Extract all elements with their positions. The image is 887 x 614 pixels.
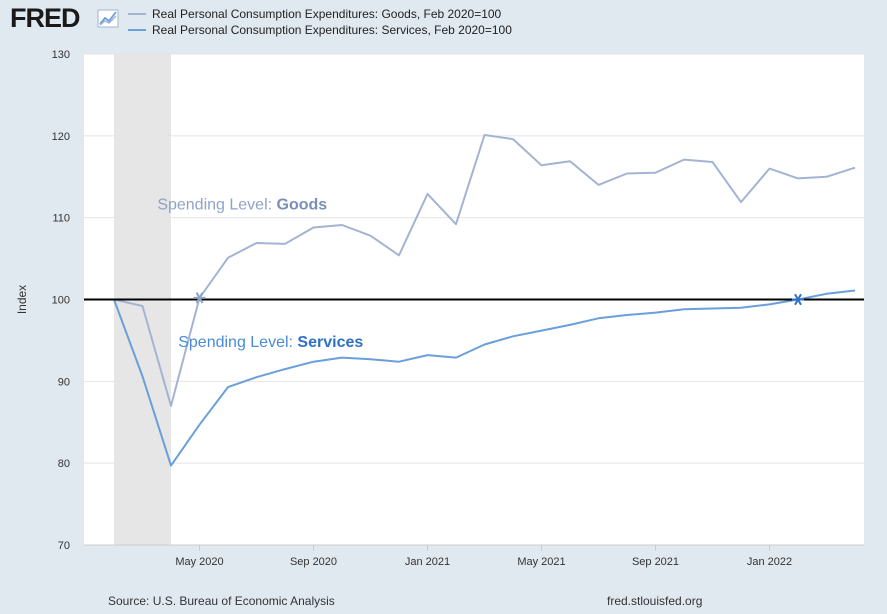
legend-label-goods: Real Personal Consumption Expenditures: … [152,7,502,21]
y-tick-label: 90 [58,376,70,388]
y-tick-label: 120 [52,131,70,143]
y-axis-label: Index [15,285,29,314]
asterisk-marker [792,293,804,306]
y-tick-label: 70 [58,540,70,552]
x-tick-label: Sep 2021 [632,556,679,568]
y-tick-label: 110 [52,213,70,225]
legend-item-services[interactable]: Real Personal Consumption Expenditures: … [128,22,512,38]
line-chart: 70 80 90 100 110 120 130 May 2020 Sep 2020 Jan 20… [15,49,864,568]
legend-item-goods[interactable]: Real Personal Consumption Expenditures: … [128,6,512,22]
chart-legend: Real Personal Consumption Expenditures: … [128,6,512,38]
series-line-0 [113,134,856,407]
y-tick-label: 80 [58,458,70,470]
chart-graph-icon [97,9,119,28]
legend-label-services: Real Personal Consumption Expenditures: … [152,23,512,37]
annotation-label: Spending Level: Services [178,334,363,351]
fred-logo[interactable]: FRED [10,3,80,33]
chart-header: FRED Real Personal Consumption Expenditu… [0,0,887,44]
legend-swatch-goods [128,13,146,15]
source-text: Source: U.S. Bureau of Economic Analysis [108,594,335,608]
fred-site-link[interactable]: fred.stlouisfed.org [607,594,703,608]
y-tick-label: 100 [52,295,70,307]
legend-swatch-services [128,29,146,31]
x-tick-label: Sep 2020 [290,556,337,568]
x-tick-label: Jan 2021 [405,556,450,568]
asterisk-marker [193,292,206,304]
x-tick-label: Jan 2022 [747,556,792,568]
x-tick-label: May 2020 [175,556,223,568]
x-tick-label: May 2021 [517,556,565,568]
annotation-label: Spending Level: Goods [157,196,327,213]
series-line-1 [113,289,856,467]
y-tick-label: 130 [52,49,70,61]
